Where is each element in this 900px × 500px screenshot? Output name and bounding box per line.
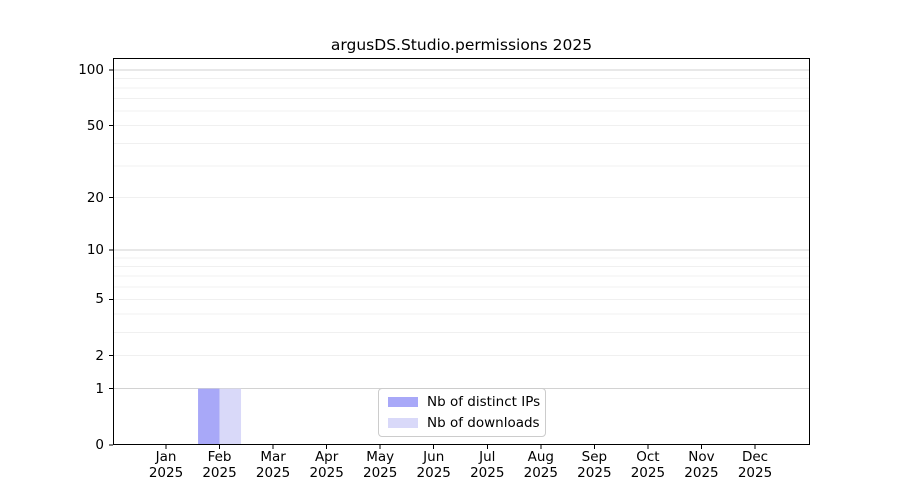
y-axis-tick-label: 50 <box>86 117 104 134</box>
y-axis-tick-label: 10 <box>86 242 104 259</box>
bar-downloads-feb <box>219 388 242 445</box>
x-axis-month: Jun <box>423 449 445 465</box>
chart-title: argusDS.Studio.permissions 2025 <box>330 36 593 54</box>
x-axis-year: 2025 <box>630 465 666 481</box>
plot-area <box>109 58 810 449</box>
legend-label-distinct-ips: Nb of distinct IPs <box>427 393 541 410</box>
legend-entry-downloads: Nb of downloads <box>388 415 540 432</box>
x-axis-tick-label: Feb 2025 <box>188 449 252 481</box>
x-axis-tick-label: Oct 2025 <box>616 449 680 481</box>
axis-frame <box>113 58 810 445</box>
x-axis-month: Aug <box>527 449 554 465</box>
x-axis-tick-label: May 2025 <box>348 449 412 481</box>
bar-distinct-ips-feb <box>198 388 220 445</box>
x-axis-month: Feb <box>207 449 232 465</box>
x-axis-year: 2025 <box>255 465 291 481</box>
y-axis-tick-label: 100 <box>78 62 104 78</box>
x-axis-tick-label: Jul 2025 <box>455 449 519 481</box>
y-axis-tick-labels: 0 1 2 5 10 20 50 100 <box>0 58 104 453</box>
x-axis-year: 2025 <box>470 465 505 481</box>
x-axis-tick-label: Aug 2025 <box>509 449 573 481</box>
y-axis-tick-label: 5 <box>95 291 104 308</box>
x-axis-year: 2025 <box>684 465 719 481</box>
x-axis-tick-label: Jun 2025 <box>402 449 466 481</box>
x-axis-year: 2025 <box>737 465 773 481</box>
x-axis-month: Jul <box>479 449 496 465</box>
x-axis-month: Dec <box>741 449 769 465</box>
x-axis-tick-label: Sep 2025 <box>562 449 626 481</box>
x-axis-month: Apr <box>314 449 339 465</box>
x-axis-month: Oct <box>636 449 660 465</box>
legend-swatch-downloads-icon <box>388 418 418 428</box>
legend-label-downloads: Nb of downloads <box>427 414 540 431</box>
x-axis-year: 2025 <box>362 465 398 481</box>
x-axis-month: Sep <box>581 449 608 465</box>
x-axis-month: Mar <box>260 449 286 465</box>
x-axis-year: 2025 <box>523 465 558 481</box>
x-axis-year: 2025 <box>577 465 612 481</box>
x-axis-month: Nov <box>688 449 715 465</box>
y-axis-tick-label: 0 <box>95 437 104 453</box>
legend-entry-distinct-ips: Nb of distinct IPs <box>388 394 540 411</box>
x-axis-tick-labels: Jan 2025 Feb 2025 Mar 2025 Apr 2025 May 2025 Jun 20… <box>113 449 810 489</box>
x-axis-tick-label: Nov 2025 <box>669 449 733 481</box>
x-axis-year: 2025 <box>202 465 237 481</box>
y-axis-tick-label: 1 <box>95 380 104 397</box>
x-axis-year: 2025 <box>309 465 344 481</box>
legend: Nb of distinct IPs Nb of downloads <box>378 388 546 437</box>
x-axis-year: 2025 <box>416 465 451 481</box>
x-axis-tick-label: Jan 2025 <box>134 449 198 481</box>
x-axis-tick-label: Mar 2025 <box>241 449 305 481</box>
x-axis-tick-label: Apr 2025 <box>295 449 359 481</box>
legend-swatch-distinct-ips-icon <box>388 397 418 407</box>
x-axis-month: Jan <box>155 449 177 465</box>
y-axis-tick-label: 20 <box>86 189 104 206</box>
x-axis-year: 2025 <box>148 465 184 481</box>
x-axis-month: May <box>366 449 395 465</box>
y-axis-tick-label: 2 <box>95 347 104 364</box>
x-axis-tick-label: Dec 2025 <box>723 449 787 481</box>
